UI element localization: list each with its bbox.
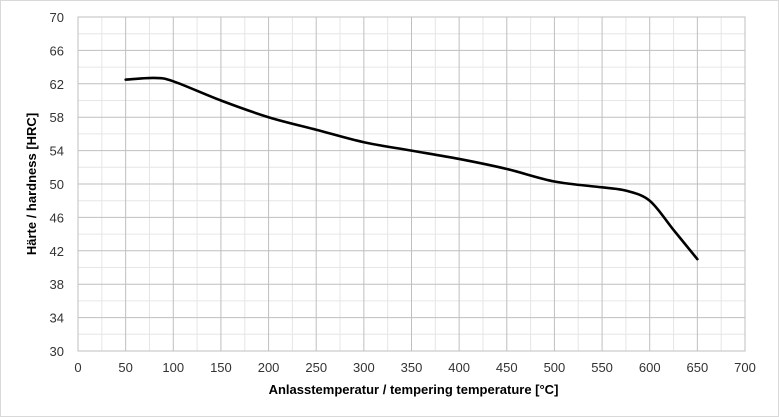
x-tick-label: 350 [401, 360, 423, 375]
x-tick-label: 300 [353, 360, 375, 375]
plot-area-border [77, 16, 746, 352]
x-tick-label: 450 [496, 360, 518, 375]
x-tick-label: 50 [118, 360, 132, 375]
x-tick-label: 200 [258, 360, 280, 375]
x-tick-label: 700 [734, 360, 756, 375]
x-tick-label: 650 [687, 360, 709, 375]
y-tick-label: 38 [50, 277, 64, 292]
x-tick-label: 500 [544, 360, 566, 375]
hardness-series-line [124, 76, 699, 261]
x-tick-label: 550 [591, 360, 613, 375]
x-tick-label: 150 [210, 360, 232, 375]
y-tick-label: 62 [50, 77, 64, 92]
y-tick-labels: 30 34 38 42 46 50 54 58 62 66 70 [50, 10, 64, 359]
x-axis-title: Anlasstemperatur / tempering temperature… [269, 382, 559, 397]
y-tick-label: 58 [50, 110, 64, 125]
y-tick-label: 50 [50, 177, 64, 192]
x-tick-labels: 0 50 100 150 200 250 300 350 400 450 500 550 600 650 7… [74, 360, 755, 375]
y-tick-label: 42 [50, 244, 64, 259]
y-tick-label: 46 [50, 210, 64, 225]
x-tick-label: 100 [162, 360, 184, 375]
x-tick-label: 400 [448, 360, 470, 375]
y-tick-label: 34 [50, 311, 64, 326]
y-tick-label: 70 [50, 10, 64, 25]
x-tick-label: 250 [305, 360, 327, 375]
y-tick-label: 30 [50, 344, 64, 359]
y-tick-label: 66 [50, 43, 64, 58]
y-axis-title: Härte / hardness [HRC] [24, 113, 39, 255]
y-tick-label: 54 [50, 144, 64, 159]
x-tick-label: 600 [639, 360, 661, 375]
x-tick-label: 0 [74, 360, 81, 375]
